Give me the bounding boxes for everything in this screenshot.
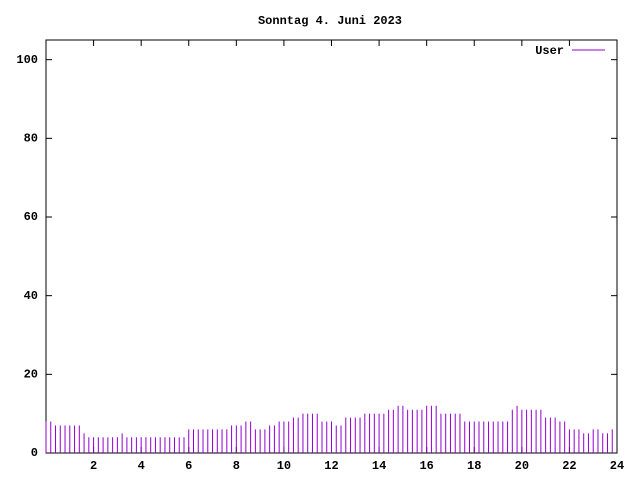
legend-label: User	[535, 44, 564, 58]
x-tick-label: 2	[90, 459, 97, 473]
x-tick-label: 10	[277, 459, 291, 473]
y-tick-label: 0	[31, 446, 38, 460]
x-tick-label: 16	[419, 459, 433, 473]
y-tick-label: 40	[24, 289, 38, 303]
x-tick-label: 14	[372, 459, 386, 473]
x-tick-label: 20	[515, 459, 529, 473]
y-tick-label: 100	[16, 53, 38, 67]
x-tick-label: 8	[233, 459, 240, 473]
x-tick-label: 12	[324, 459, 338, 473]
x-tick-label: 6	[185, 459, 192, 473]
y-tick-label: 20	[24, 368, 38, 382]
x-tick-label: 22	[562, 459, 576, 473]
chart-title: Sonntag 4. Juni 2023	[258, 14, 402, 28]
x-tick-label: 24	[610, 459, 624, 473]
y-tick-label: 60	[24, 210, 38, 224]
x-tick-label: 4	[138, 459, 145, 473]
x-tick-label: 18	[467, 459, 481, 473]
plot-frame	[45, 39, 618, 454]
y-tick-label: 80	[24, 132, 38, 146]
